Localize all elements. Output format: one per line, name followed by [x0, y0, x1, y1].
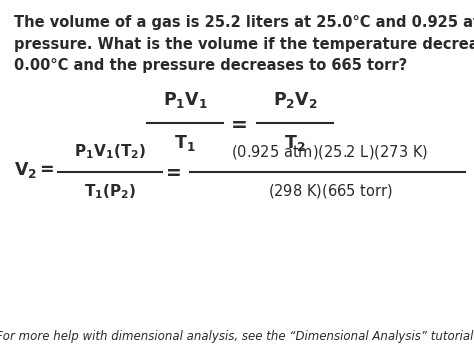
Text: 0.00°C and the pressure decreases to 665 torr?: 0.00°C and the pressure decreases to 665… — [14, 58, 407, 73]
Text: $(0.925\ \mathrm{atm})(25.2\ \mathrm{L})(273\ \mathrm{K})$: $(0.925\ \mathrm{atm})(25.2\ \mathrm{L})… — [231, 143, 428, 161]
Text: $\mathbf{T_1}$: $\mathbf{T_1}$ — [174, 133, 196, 153]
Text: $(298\ \mathrm{K})(665\ \mathrm{torr})$: $(298\ \mathrm{K})(665\ \mathrm{torr})$ — [267, 182, 392, 200]
Text: pressure. What is the volume if the temperature decreases to: pressure. What is the volume if the temp… — [14, 37, 474, 52]
Text: $\mathbf{V_2 =}$: $\mathbf{V_2 =}$ — [14, 160, 55, 180]
Text: $\mathbf{P_2V_2}$: $\mathbf{P_2V_2}$ — [273, 90, 318, 110]
Text: For more help with dimensional analysis, see the “Dimensional Analysis” tutorial: For more help with dimensional analysis,… — [0, 330, 474, 343]
Text: $\mathbf{=}$: $\mathbf{=}$ — [227, 114, 247, 132]
Text: The volume of a gas is 25.2 liters at 25.0°C and 0.925 atm of: The volume of a gas is 25.2 liters at 25… — [14, 15, 474, 30]
Text: $\mathbf{T_1(P_2)}$: $\mathbf{T_1(P_2)}$ — [84, 182, 136, 201]
Text: $\mathbf{=}$: $\mathbf{=}$ — [162, 163, 182, 181]
Text: $\mathbf{P_1V_1(T_2)}$: $\mathbf{P_1V_1(T_2)}$ — [74, 142, 146, 161]
Text: $\mathbf{P_1V_1}$: $\mathbf{P_1V_1}$ — [163, 90, 208, 110]
Text: $\mathbf{T_2}$: $\mathbf{T_2}$ — [284, 133, 306, 153]
